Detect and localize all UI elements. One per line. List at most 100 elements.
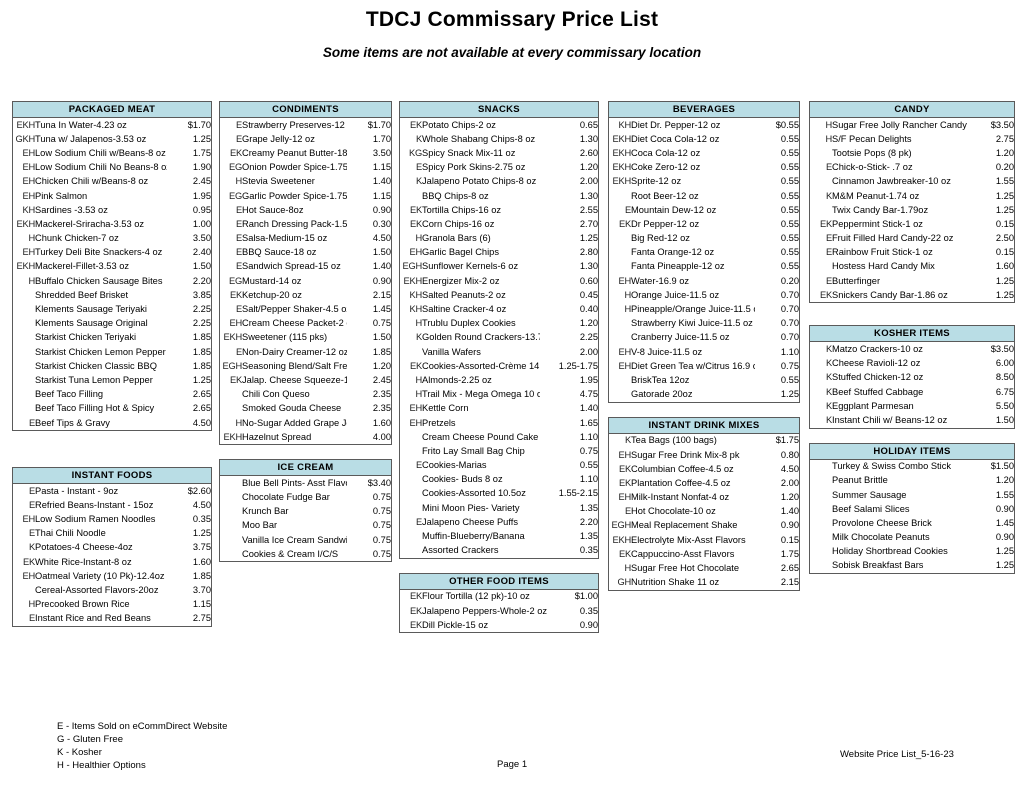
item-tag: K — [624, 435, 631, 446]
item-row: E Hot Sauce-8oz 0.90 — [220, 203, 391, 217]
item-name: No-Sugar Added Grape Jelly — [242, 417, 347, 428]
spacer — [809, 429, 1015, 443]
item-tag — [220, 533, 242, 547]
price-list-page: TDCJ Commissary Price List Some items ar… — [0, 8, 1024, 793]
item-row: Klements Sausage Original 2.25 — [13, 317, 211, 331]
item-price: 0.45 — [579, 289, 598, 300]
item-tag: EH — [22, 162, 35, 173]
item-tag — [609, 260, 631, 274]
item-tag: EH — [409, 403, 422, 414]
item-name: Muffin-Blueberry/Banana — [422, 531, 525, 542]
legend-item-g: G - Gluten Free — [57, 734, 123, 745]
item-price: 2.25 — [192, 318, 211, 329]
item-price: 1.25 — [192, 374, 211, 385]
item-price: 2.75 — [192, 613, 211, 624]
item-price: 1.60 — [995, 261, 1014, 272]
item-row: Starkist Chicken Teriyaki 1.85 — [13, 331, 211, 345]
item-price: 1.25 — [995, 275, 1014, 286]
item-row: H Orange Juice-11.5 oz 0.70 — [609, 288, 799, 302]
item-price: 2.35 — [372, 403, 391, 414]
item-row: EK Plantation Coffee-4.5 oz 2.00 — [609, 476, 799, 490]
item-price: 0.35 — [579, 545, 598, 556]
item-name: Mini Moon Pies- Variety — [422, 502, 520, 513]
item-tag: H — [825, 119, 832, 130]
item-row: KH Diet Dr. Pepper-12 oz $0.55 — [609, 118, 799, 132]
item-price: 3.70 — [192, 585, 211, 596]
item-name: Water-16.9 oz — [631, 275, 690, 286]
item-row: Peanut Brittle 1.20 — [810, 474, 1014, 488]
item-price: 3.85 — [192, 289, 211, 300]
item-name: Garlic Bagel Chips — [422, 247, 499, 258]
item-tag — [13, 288, 35, 302]
item-row: EK Ketchup-20 oz 2.15 — [220, 288, 391, 302]
item-tag: E — [415, 162, 422, 173]
item-name: Spicy Pork Skins-2.75 oz — [422, 162, 526, 173]
item-name: White Rice-Instant-8 oz — [35, 556, 132, 567]
item-name: Starkist Chicken Teriyaki — [35, 332, 137, 343]
item-row: E Hot Chocolate-10 oz 1.40 — [609, 505, 799, 519]
item-price: 8.50 — [995, 372, 1014, 383]
section-packaged-meat: PACKAGED MEAT EKH Tuna In Water-4.23 oz $1… — [12, 101, 212, 432]
item-row: Cookies & Cream I/C/S 0.75 — [220, 547, 391, 561]
item-price: $1.00 — [574, 591, 598, 602]
item-row: E Pasta - Instant - 9oz $2.60 — [13, 484, 211, 498]
item-row: EH V-8 Juice-11.5 oz 1.10 — [609, 345, 799, 359]
item-price: 0.55 — [780, 133, 799, 144]
item-price: 0.75 — [372, 534, 391, 545]
item-name: Garlic Powder Spice-1.75 oz — [242, 190, 347, 201]
item-row: Beef Salami Slices 0.90 — [810, 502, 1014, 516]
item-row: EK Corn Chips-16 oz 2.70 — [400, 217, 598, 231]
item-tag — [810, 474, 832, 488]
item-tag — [13, 331, 35, 345]
item-row: Twix Candy Bar-1.79oz 1.25 — [810, 203, 1014, 217]
item-price: 1.85 — [192, 346, 211, 357]
section-header: INSTANT DRINK MIXES — [609, 417, 799, 434]
item-row: Krunch Bar 0.75 — [220, 505, 391, 519]
item-name: Beef Taco Filling Hot & Spicy — [35, 403, 155, 414]
item-tag: EKH — [612, 534, 631, 545]
item-tag — [609, 373, 631, 387]
item-row: H Sugar Free Jolly Rancher Candy $3.50 — [810, 118, 1014, 132]
item-row: H Stevia Sweetener 1.40 — [220, 175, 391, 189]
item-name: Low Sodium Ramen Noodles — [35, 514, 156, 525]
item-name: Jalapeno Cheese Puffs — [422, 516, 518, 527]
item-price: 1.35 — [579, 531, 598, 542]
item-tag — [13, 388, 35, 402]
item-name: Jalapeno Peppers-Whole-2 oz — [422, 605, 548, 616]
item-tag: EK — [229, 374, 242, 385]
item-tag: EH — [22, 176, 35, 187]
item-name: Krunch Bar — [242, 506, 289, 517]
item-tag: EG — [228, 162, 242, 173]
item-row: KH Saltine Cracker-4 oz 0.40 — [400, 302, 598, 316]
item-name: Beef Salami Slices — [832, 503, 910, 514]
item-tag: EKH — [16, 119, 35, 130]
section-candy: CANDY H Sugar Free Jolly Rancher Candy $3.… — [809, 101, 1015, 304]
item-tag: EK — [618, 463, 631, 474]
item-price: 1.20 — [372, 360, 391, 371]
item-name: Cream Cheese Packet-2 oz — [242, 318, 347, 329]
item-name: Cappuccino-Asst Flavors — [631, 548, 735, 559]
item-price: 1.10 — [579, 431, 598, 442]
item-price: 1.40 — [579, 403, 598, 414]
page-number: Page 1 — [497, 759, 528, 770]
item-name: Cookies & Cream I/C/S — [242, 548, 339, 559]
item-price: 4.50 — [192, 499, 211, 510]
item-price: 4.50 — [780, 463, 799, 474]
item-tag: E — [28, 528, 35, 539]
item-price: 2.80 — [579, 247, 598, 258]
item-row: EKH Energizer Mix-2 oz 0.60 — [400, 274, 598, 288]
item-price: 0.90 — [372, 204, 391, 215]
item-tag: EG — [228, 275, 242, 286]
item-row: EH Low Sodium Ramen Noodles 0.35 — [13, 513, 211, 527]
item-price: 1.65 — [579, 417, 598, 428]
item-tag: EH — [409, 417, 422, 428]
item-name: Pink Salmon — [35, 190, 88, 201]
item-row: Shredded Beef Brisket 3.85 — [13, 288, 211, 302]
item-price: 2.45 — [372, 374, 391, 385]
item-tag: KH — [409, 304, 422, 315]
item-row: H S/F Pecan Delights 2.75 — [810, 132, 1014, 146]
item-price: 0.55 — [780, 162, 799, 173]
item-tag — [400, 430, 422, 444]
item-tag — [810, 203, 832, 217]
